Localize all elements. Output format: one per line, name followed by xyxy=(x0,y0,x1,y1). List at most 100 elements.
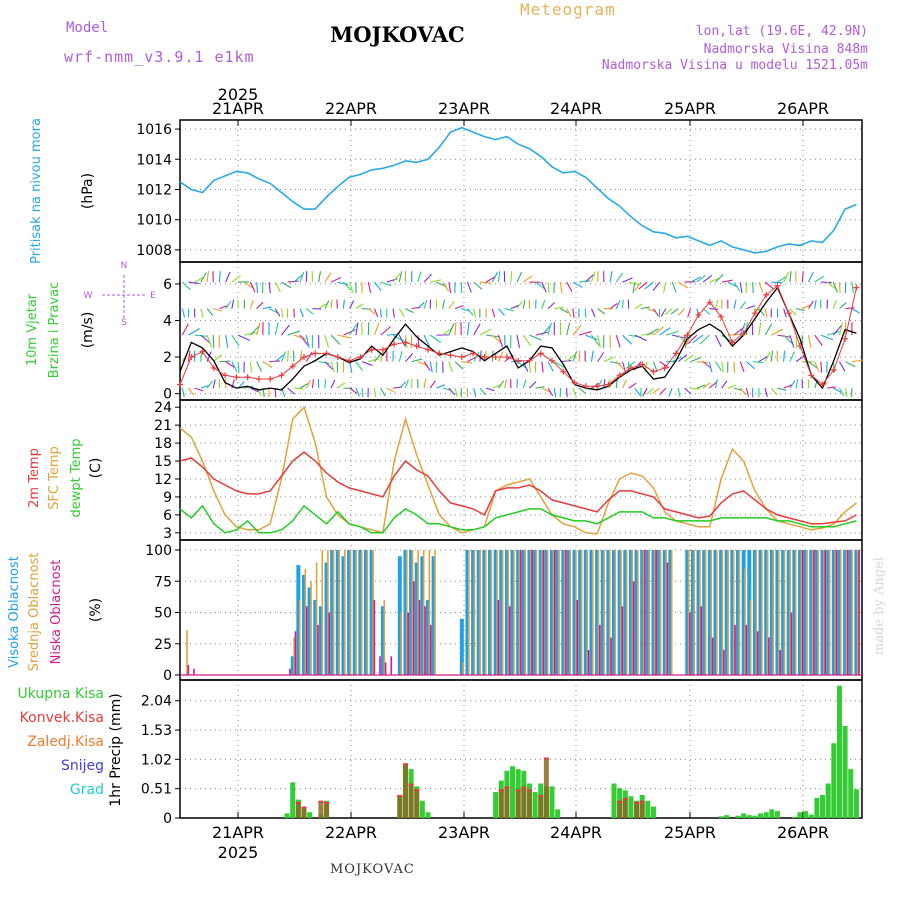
wind-arrow xyxy=(367,308,376,315)
cloud-bar xyxy=(772,550,774,675)
compass-cross xyxy=(102,275,146,320)
cloud-bar xyxy=(583,550,588,675)
y-tick-label: 6 xyxy=(163,508,172,524)
cloud-bar xyxy=(736,550,740,675)
day-label-top: 25APR xyxy=(664,99,716,118)
wind-arrow xyxy=(783,272,790,283)
precip-conv-bar xyxy=(634,801,640,818)
cloud-bar xyxy=(468,550,470,675)
credit-label: made by Angel xyxy=(872,557,887,655)
cloud-bar xyxy=(305,606,308,675)
cloud-bar xyxy=(768,637,770,675)
cloud-bar xyxy=(428,550,431,675)
wind-arrow xyxy=(541,361,544,373)
wind-arrow xyxy=(642,387,648,397)
wind-arrow xyxy=(739,282,743,294)
wind-arrow xyxy=(585,334,598,341)
cloud-bar xyxy=(465,550,470,675)
cloud-bar xyxy=(546,550,549,675)
wind-arrow xyxy=(274,322,279,336)
pressure-line xyxy=(179,126,857,254)
cloud-bar xyxy=(473,550,476,675)
day-label-top: 23APR xyxy=(438,99,490,118)
cloud-bar xyxy=(364,550,368,675)
wind-arrow xyxy=(745,387,750,397)
wind-arrow xyxy=(758,281,764,293)
wind-arrow xyxy=(398,334,406,347)
day-label-bottom: 22APR xyxy=(325,823,377,842)
wind-arrow xyxy=(405,308,414,314)
wind-arrow xyxy=(268,308,278,314)
precip-conv-bar xyxy=(617,800,623,818)
wind-arrow xyxy=(807,271,814,283)
compass-e: E xyxy=(150,291,156,301)
wind-arrow xyxy=(714,379,718,389)
wind-arrow xyxy=(820,281,832,284)
cloud-bar xyxy=(614,550,617,675)
cloud-bar xyxy=(488,550,492,675)
wind-arrow xyxy=(795,379,799,389)
cloud-bar xyxy=(637,550,639,675)
cloud-bar xyxy=(758,550,763,675)
wind-arrow xyxy=(696,384,706,389)
wind-arrow xyxy=(461,308,471,312)
wind-arrow xyxy=(231,334,240,347)
page-title: MOJKOVAC xyxy=(330,22,465,47)
wind-arrow xyxy=(566,354,576,363)
cloud-bar xyxy=(700,606,703,675)
wind-arrow xyxy=(851,282,854,294)
wind-arrow xyxy=(814,275,825,283)
cloud-bar xyxy=(846,550,849,675)
wind-arrow xyxy=(584,274,594,283)
wind-arrow xyxy=(355,361,363,371)
precip-total-bar xyxy=(769,809,775,818)
cloud-bar xyxy=(600,550,605,675)
wind-arrow xyxy=(554,306,564,310)
y-tick-label: 9 xyxy=(163,490,172,506)
wind-arrow xyxy=(206,334,213,348)
wind-ylabel-2: Brzina i Pravac xyxy=(47,282,62,379)
wind-arrow xyxy=(628,281,640,286)
wind-arrow xyxy=(572,324,582,336)
wind-arrow xyxy=(770,387,778,396)
wind-arrow xyxy=(287,350,289,362)
wind-arrow xyxy=(621,361,627,373)
wind-arrow xyxy=(789,351,795,362)
wind-arrow xyxy=(572,281,583,288)
precip-conv-bar xyxy=(402,763,408,818)
wind-arrow xyxy=(448,301,455,309)
wind-arrow xyxy=(851,359,863,363)
wind-arrow xyxy=(560,360,572,363)
cloud-bar xyxy=(612,550,616,675)
wind-arrow xyxy=(448,322,455,336)
cloud-bar xyxy=(645,550,650,675)
cloud-bars-2 xyxy=(187,550,860,675)
y-tick-label: 1016 xyxy=(136,122,172,138)
cloud-bar xyxy=(544,550,549,675)
wind-arrow xyxy=(256,322,261,336)
wind-arrow xyxy=(529,334,542,341)
wind-arrow xyxy=(553,361,564,368)
wind-arrow xyxy=(721,361,725,373)
wind-arrow xyxy=(547,322,552,336)
y-tick-label: 0.51 xyxy=(141,782,172,798)
cloud-bar xyxy=(813,550,815,675)
precip-conv-bar xyxy=(504,786,510,818)
wind-arrow xyxy=(541,387,551,393)
wind-arrow xyxy=(652,281,661,292)
wind-arrow xyxy=(625,361,636,369)
cloud-bar xyxy=(625,550,628,675)
cloud-bar xyxy=(493,550,498,675)
wind-arrow xyxy=(213,308,223,312)
wind-arrow xyxy=(492,384,501,389)
cloud-bar xyxy=(507,550,510,675)
wind-arrow xyxy=(299,334,309,346)
cloud-bar xyxy=(769,550,774,675)
day-label-top: 24APR xyxy=(550,99,602,118)
cloud-bar xyxy=(778,550,780,675)
cloud-bar xyxy=(576,600,579,675)
wind-arrow xyxy=(194,387,204,392)
wind-arrow xyxy=(219,360,231,363)
precip-legend-item: Zaledj.Kisa xyxy=(27,734,104,750)
